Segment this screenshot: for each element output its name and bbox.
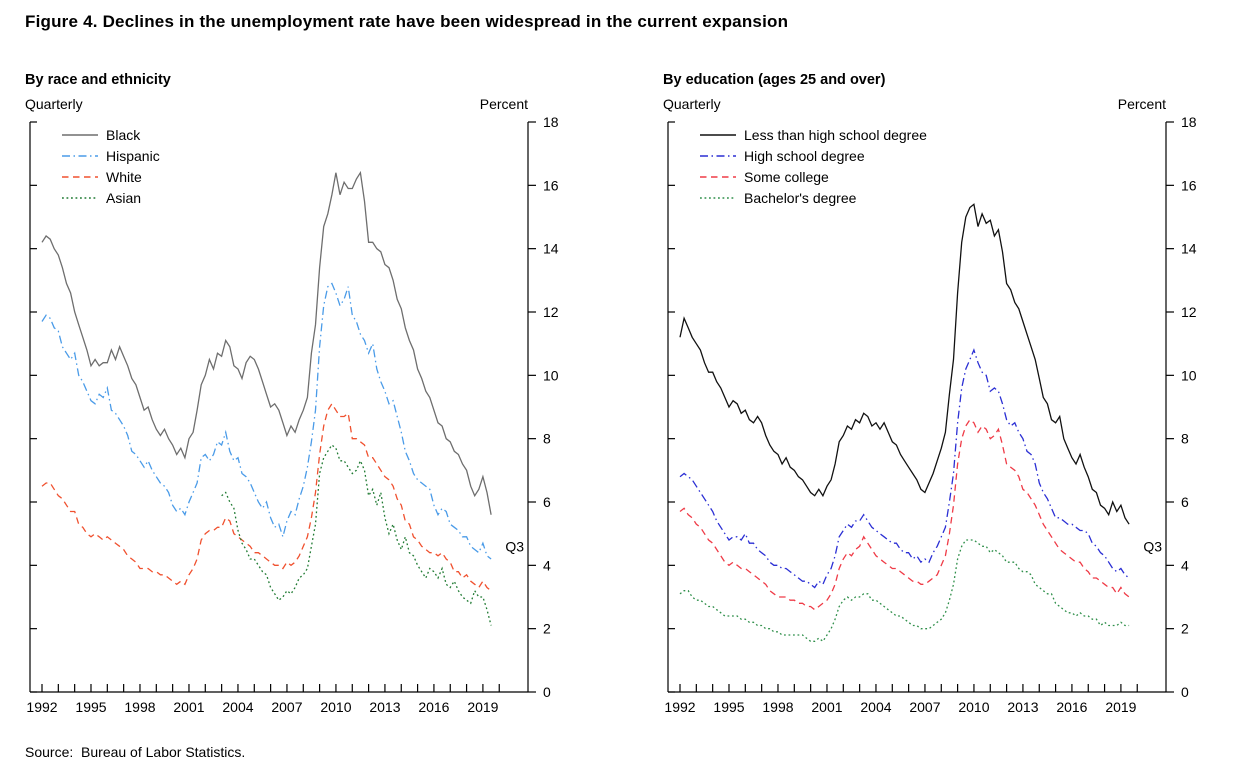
- x-tick-label: 2010: [320, 699, 351, 715]
- x-tick-label: 1992: [26, 699, 57, 715]
- unit-label-education: Percent: [1117, 96, 1166, 112]
- axes: [29, 121, 536, 693]
- y-tick-label: 18: [1181, 114, 1197, 130]
- y-tick-label: 16: [543, 177, 559, 193]
- unit-label-race: Percent: [479, 96, 528, 112]
- series-line-bachelor-s-degree: [679, 539, 1130, 643]
- x-tick-label: 2019: [1105, 699, 1136, 715]
- panel-title-race: By race and ethnicity: [25, 72, 171, 88]
- legend-label: Some college: [744, 169, 829, 185]
- x-tick-label: 2004: [222, 699, 253, 715]
- y-tick-label: 10: [1181, 367, 1197, 383]
- y-tick-label: 6: [543, 494, 551, 510]
- x-axis-tick-labels: 1992 1995 1998 2001 2004 2007 2010 2013 2016 2019: [26, 699, 498, 715]
- y-tick-label: 4: [543, 557, 551, 573]
- legend-label: Bachelor's degree: [744, 190, 857, 206]
- series-line-asian: [221, 444, 492, 626]
- x-tick-label: 2001: [811, 699, 842, 715]
- y-tick-label: 16: [1181, 177, 1197, 193]
- legend-label: Less than high school degree: [744, 127, 927, 143]
- x-tick-label: 2010: [958, 699, 989, 715]
- y-axis-tick-labels: 0 2 4 6 8 10 12 14 16 18: [1181, 114, 1197, 700]
- y-tick-label: 0: [543, 684, 551, 700]
- series-line-hispanic: [41, 282, 492, 560]
- y-tick-label: 2: [543, 621, 551, 637]
- x-tick-label: 2004: [860, 699, 891, 715]
- y-tick-label: 8: [543, 431, 551, 447]
- legend-label: Asian: [106, 190, 141, 206]
- series-line-some-college: [679, 418, 1130, 611]
- x-tick-label: 2001: [173, 699, 204, 715]
- frequency-label-race: Quarterly: [25, 96, 83, 112]
- series-line-black: [41, 170, 492, 515]
- latest-quarter-annotation: Q3: [505, 538, 524, 554]
- x-tick-label: 2007: [271, 699, 302, 715]
- panel-race-ethnicity: By race and ethnicity Quarterly Percent …: [0, 60, 622, 760]
- legend-label: White: [106, 169, 142, 185]
- y-tick-label: 18: [543, 114, 559, 130]
- x-tick-label: 2013: [369, 699, 400, 715]
- y-tick-label: 14: [1181, 241, 1197, 257]
- panel-title-education: By education (ages 25 and over): [663, 72, 886, 88]
- line-chart-race-ethnicity: 1992 1995 1998 2001 2004 2007 2010 2013 2016 2019…: [26, 114, 559, 715]
- line-chart-education: 1992 1995 1998 2001 2004 2007 2010 2013 2016 2019…: [664, 114, 1197, 715]
- series-line-high-school-degree: [679, 348, 1130, 589]
- x-axis-tick-labels: 1992 1995 1998 2001 2004 2007 2010 2013 2016 2019: [664, 699, 1136, 715]
- y-tick-label: 6: [1181, 494, 1189, 510]
- legend: Less than high school degree High school …: [700, 127, 927, 206]
- legend: Black Hispanic White Asian: [62, 127, 160, 206]
- frequency-label-education: Quarterly: [663, 96, 721, 112]
- y-tick-label: 10: [543, 367, 559, 383]
- axes: [667, 121, 1174, 693]
- x-tick-label: 1995: [713, 699, 744, 715]
- y-axis-tick-labels: 0 2 4 6 8 10 12 14 16 18: [543, 114, 559, 700]
- legend-label: High school degree: [744, 148, 865, 164]
- x-tick-label: 1998: [124, 699, 155, 715]
- y-tick-label: 4: [1181, 557, 1189, 573]
- x-tick-label: 2019: [467, 699, 498, 715]
- x-tick-label: 1998: [762, 699, 793, 715]
- x-tick-label: 1995: [75, 699, 106, 715]
- x-tick-label: 2007: [909, 699, 940, 715]
- x-tick-label: 1992: [664, 699, 695, 715]
- y-tick-label: 2: [1181, 621, 1189, 637]
- y-tick-label: 8: [1181, 431, 1189, 447]
- y-tick-label: 12: [1181, 304, 1197, 320]
- figure-title: Figure 4. Declines in the unemployment r…: [25, 12, 789, 31]
- source-note: Source: Bureau of Labor Statistics.: [25, 744, 246, 760]
- latest-quarter-annotation: Q3: [1143, 538, 1162, 554]
- y-tick-label: 0: [1181, 684, 1189, 700]
- y-tick-label: 12: [543, 304, 559, 320]
- legend-label: Hispanic: [106, 148, 160, 164]
- series-line-less-than-high-school-degree: [679, 203, 1130, 525]
- legend-label: Black: [106, 127, 141, 143]
- panel-education: By education (ages 25 and over) Quarterl…: [638, 60, 1260, 760]
- x-tick-label: 2016: [1056, 699, 1087, 715]
- y-tick-label: 14: [543, 241, 559, 257]
- series-line-white: [41, 402, 492, 592]
- x-tick-label: 2013: [1007, 699, 1038, 715]
- x-tick-label: 2016: [418, 699, 449, 715]
